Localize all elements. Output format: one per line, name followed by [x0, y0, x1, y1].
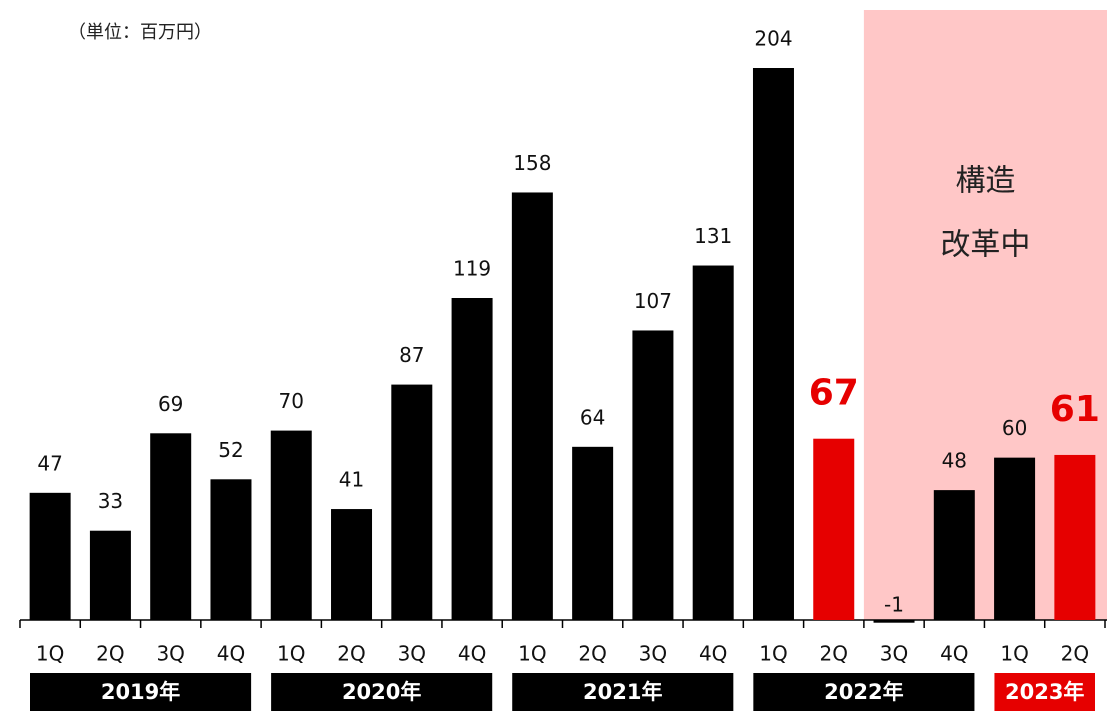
- value-label: 158: [513, 151, 551, 175]
- value-label: 131: [694, 224, 732, 248]
- highlight-value-label: 67: [809, 373, 859, 414]
- x-tick-label: 4Q: [217, 642, 245, 666]
- x-tick-label: 1Q: [1000, 642, 1028, 666]
- year-label: 2022年: [824, 680, 903, 704]
- value-label: 52: [218, 438, 243, 462]
- year-box: [512, 673, 734, 711]
- bar: [692, 265, 734, 620]
- x-tick-label: 1Q: [277, 642, 305, 666]
- annotation-text: 改革中: [940, 228, 1030, 263]
- bar: [1054, 454, 1096, 620]
- year-box: [753, 673, 975, 711]
- bar: [632, 330, 674, 620]
- bar: [813, 438, 855, 620]
- bar: [451, 298, 493, 620]
- x-tick-label: 4Q: [699, 642, 727, 666]
- unit-label: （単位：百万円）: [68, 22, 212, 43]
- bar: [331, 509, 373, 620]
- bar: [270, 430, 312, 620]
- bar: [29, 492, 71, 620]
- bar: [752, 68, 794, 620]
- value-label: 47: [37, 451, 62, 475]
- bar: [89, 530, 131, 620]
- x-tick-label: 2Q: [578, 642, 606, 666]
- year-box: [271, 673, 493, 711]
- x-tick-label: 2Q: [337, 642, 365, 666]
- x-tick-label: 1Q: [759, 642, 787, 666]
- value-label: 33: [98, 489, 123, 513]
- value-label: 69: [158, 392, 183, 416]
- value-label: 41: [339, 468, 364, 492]
- bar: [873, 620, 915, 623]
- x-tick-label: 3Q: [398, 642, 426, 666]
- year-box: [30, 673, 252, 711]
- value-label: -1: [884, 593, 904, 617]
- value-label: 64: [580, 405, 605, 429]
- x-tick-label: 2Q: [96, 642, 124, 666]
- value-label: 87: [399, 343, 424, 367]
- x-tick-label: 2Q: [820, 642, 848, 666]
- value-label: 119: [453, 257, 491, 281]
- value-label: 107: [634, 289, 672, 313]
- bar: [210, 479, 252, 620]
- bar: [933, 490, 975, 620]
- x-tick-label: 3Q: [639, 642, 667, 666]
- x-tick-label: 1Q: [36, 642, 64, 666]
- value-label: 70: [279, 389, 304, 413]
- x-tick-label: 4Q: [458, 642, 486, 666]
- bar: [994, 457, 1036, 620]
- bar: [150, 433, 192, 620]
- x-tick-label: 3Q: [156, 642, 184, 666]
- year-label: 2019年: [101, 680, 180, 704]
- bar: [511, 192, 553, 620]
- bar: [391, 384, 433, 620]
- x-tick-label: 2Q: [1061, 642, 1089, 666]
- year-box: [994, 673, 1095, 711]
- annotation-text: 構造: [955, 164, 1015, 199]
- value-label: 48: [942, 449, 967, 473]
- year-label: 2020年: [342, 680, 421, 704]
- x-tick-label: 1Q: [518, 642, 546, 666]
- value-label: 60: [1002, 416, 1027, 440]
- bar: [572, 446, 614, 620]
- x-tick-label: 3Q: [880, 642, 908, 666]
- value-label: 204: [754, 27, 792, 51]
- year-label: 2021年: [583, 680, 662, 704]
- highlight-value-label: 61: [1050, 389, 1100, 430]
- x-tick-label: 4Q: [940, 642, 968, 666]
- year-label: 2023年: [1005, 680, 1084, 704]
